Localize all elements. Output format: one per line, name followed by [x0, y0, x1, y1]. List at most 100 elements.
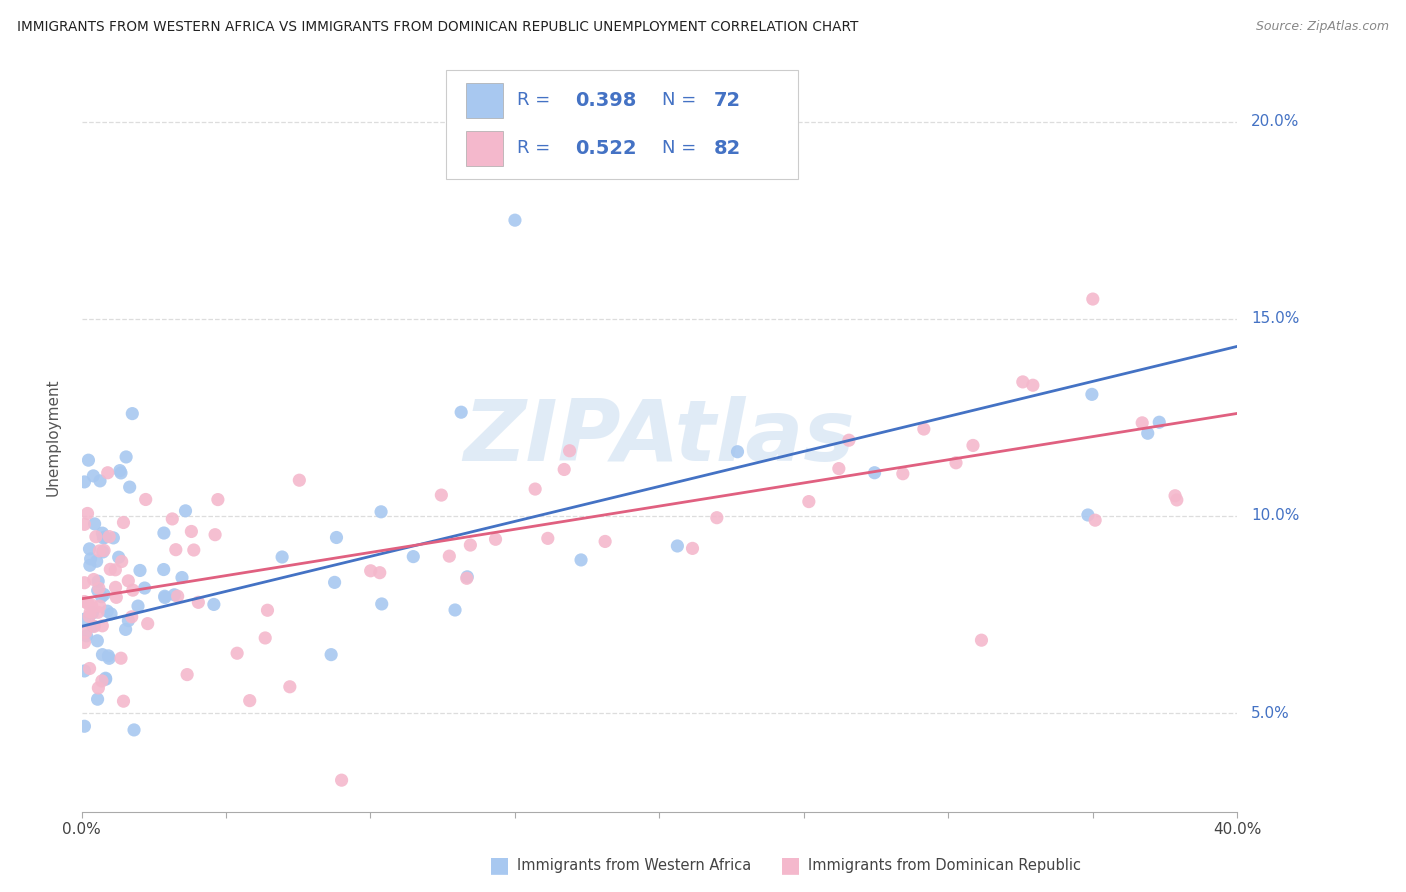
- Bar: [467, 83, 503, 118]
- Text: 72: 72: [714, 91, 741, 110]
- Point: [430, 488, 453, 502]
- Point: [97, 466, 120, 480]
- Point: [82, 619, 104, 633]
- Point: [87, 605, 110, 619]
- Point: [86, 554, 108, 568]
- Point: [77, 609, 100, 624]
- Point: [89, 474, 111, 488]
- Point: [79, 552, 101, 566]
- Point: [73, 594, 96, 608]
- Text: 5.0%: 5.0%: [1251, 706, 1289, 721]
- Point: [82, 606, 104, 620]
- Text: R =: R =: [517, 139, 557, 157]
- Text: 20.0%: 20.0%: [1251, 114, 1299, 129]
- Point: [97, 648, 120, 663]
- Point: [76, 629, 98, 643]
- Point: [166, 589, 188, 603]
- Point: [98, 651, 121, 665]
- Point: [91, 619, 114, 633]
- Point: [1081, 292, 1104, 306]
- Point: [83, 619, 105, 633]
- Text: R =: R =: [517, 91, 557, 110]
- Point: [226, 646, 249, 660]
- Point: [1130, 416, 1153, 430]
- Point: [93, 543, 115, 558]
- Point: [537, 532, 560, 546]
- Point: [134, 581, 156, 595]
- Text: Immigrants from Western Africa: Immigrants from Western Africa: [517, 858, 752, 872]
- Point: [73, 635, 96, 649]
- Point: [162, 512, 184, 526]
- Point: [89, 544, 111, 558]
- Point: [89, 599, 111, 613]
- Point: [682, 541, 704, 556]
- Point: [165, 542, 187, 557]
- Point: [912, 422, 935, 436]
- Point: [136, 616, 159, 631]
- Point: [1166, 492, 1188, 507]
- Point: [569, 553, 592, 567]
- Point: [325, 531, 347, 545]
- Point: [666, 539, 689, 553]
- Point: [87, 574, 110, 589]
- Point: [122, 723, 145, 737]
- Point: [91, 648, 114, 662]
- Point: [1149, 415, 1171, 429]
- Point: [91, 526, 114, 541]
- Point: [90, 590, 112, 604]
- Text: N =: N =: [662, 91, 702, 110]
- Point: [98, 530, 121, 544]
- Point: [962, 438, 984, 452]
- Point: [77, 597, 100, 611]
- Point: [93, 531, 115, 545]
- Point: [153, 526, 176, 541]
- Point: [174, 504, 197, 518]
- Point: [371, 597, 394, 611]
- Point: [94, 530, 117, 544]
- Point: [94, 672, 117, 686]
- Point: [1081, 387, 1104, 401]
- Text: Source: ZipAtlas.com: Source: ZipAtlas.com: [1256, 20, 1389, 33]
- Point: [79, 541, 101, 556]
- Point: [112, 516, 135, 530]
- Point: [797, 494, 820, 508]
- Point: [118, 480, 141, 494]
- Point: [183, 543, 205, 558]
- Point: [86, 633, 108, 648]
- Point: [460, 538, 482, 552]
- Text: 15.0%: 15.0%: [1251, 311, 1299, 326]
- Point: [439, 549, 461, 563]
- Point: [94, 671, 117, 685]
- Point: [153, 591, 176, 605]
- Point: [98, 562, 121, 576]
- Point: [256, 603, 278, 617]
- Text: 0.398: 0.398: [575, 91, 637, 110]
- Point: [75, 625, 97, 640]
- Point: [180, 524, 202, 539]
- Point: [117, 614, 139, 628]
- Point: [73, 612, 96, 626]
- Text: ■: ■: [780, 855, 800, 875]
- Point: [360, 564, 382, 578]
- Point: [891, 467, 914, 481]
- Point: [86, 583, 108, 598]
- Point: [271, 549, 294, 564]
- Point: [1084, 513, 1107, 527]
- Point: [79, 558, 101, 573]
- Point: [838, 434, 860, 448]
- Point: [176, 667, 198, 681]
- Point: [84, 530, 107, 544]
- Point: [207, 492, 229, 507]
- Point: [73, 475, 96, 489]
- Point: [202, 598, 225, 612]
- Point: [402, 549, 425, 564]
- Point: [115, 450, 138, 464]
- Point: [77, 453, 100, 467]
- Point: [117, 574, 139, 588]
- Text: ZIPAtlas: ZIPAtlas: [464, 395, 855, 479]
- Point: [111, 554, 134, 568]
- Point: [91, 545, 114, 559]
- Text: 0.522: 0.522: [575, 138, 637, 158]
- Text: IMMIGRANTS FROM WESTERN AFRICA VS IMMIGRANTS FROM DOMINICAN REPUBLIC UNEMPLOYMEN: IMMIGRANTS FROM WESTERN AFRICA VS IMMIGR…: [17, 20, 858, 34]
- Point: [239, 693, 262, 707]
